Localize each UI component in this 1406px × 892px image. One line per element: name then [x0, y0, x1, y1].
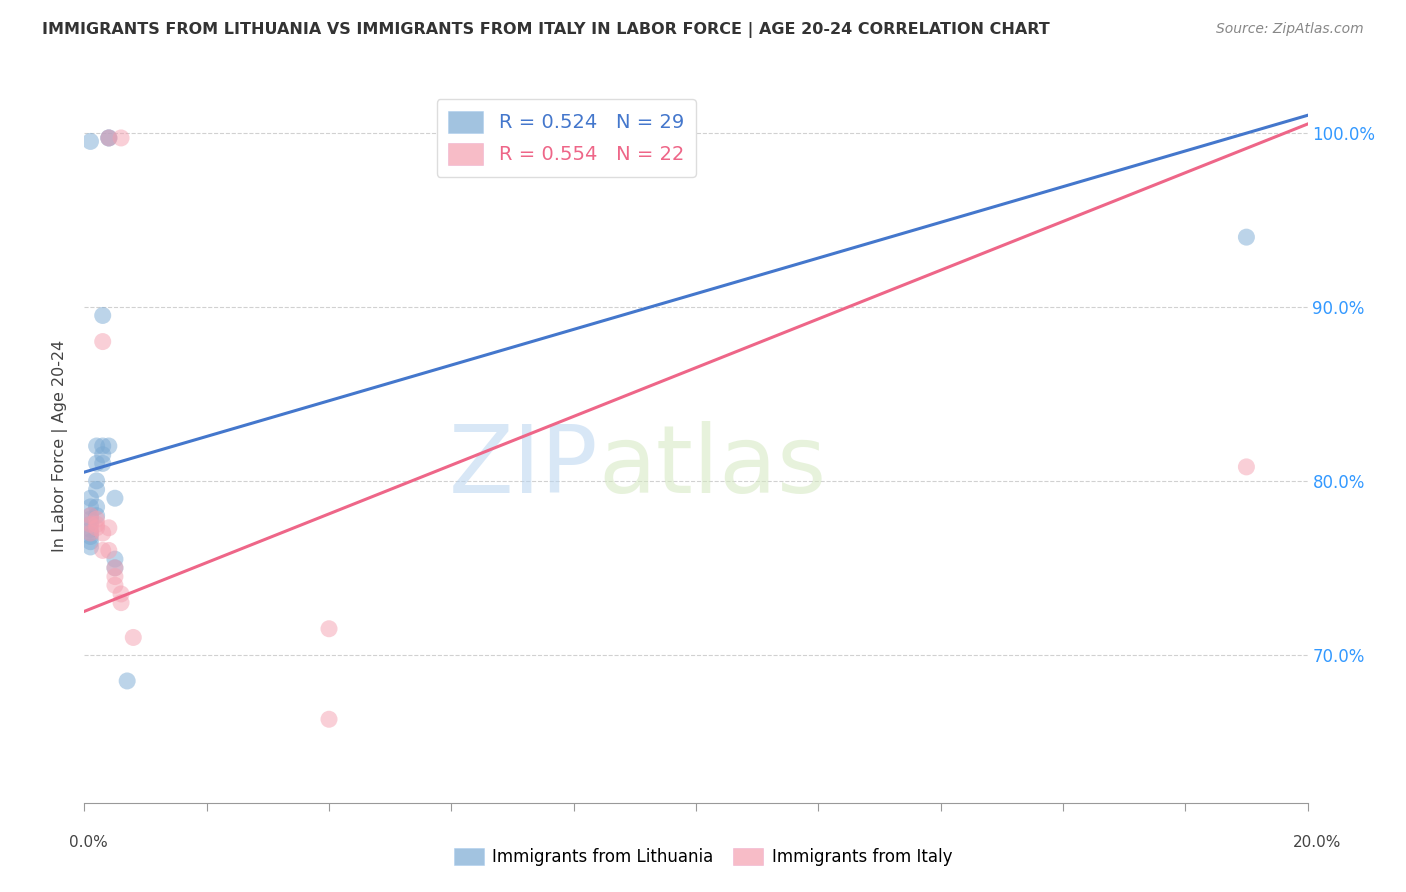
Legend: R = 0.524   N = 29, R = 0.554   N = 22: R = 0.524 N = 29, R = 0.554 N = 22 [437, 99, 696, 177]
Point [79, 517, 101, 532]
Point [104, 552, 127, 566]
Point [1236, 230, 1258, 244]
Point [97, 131, 120, 145]
Point [318, 622, 340, 636]
Point [91, 526, 114, 541]
Point [110, 596, 132, 610]
Point [79, 523, 101, 537]
Point [1236, 459, 1258, 474]
Point [91, 543, 114, 558]
Point [91, 448, 114, 462]
Point [79, 500, 101, 514]
Point [104, 578, 127, 592]
Point [110, 131, 132, 145]
Point [79, 526, 101, 541]
Point [91, 309, 114, 323]
Point [86, 457, 108, 471]
Text: Source: ZipAtlas.com: Source: ZipAtlas.com [1216, 22, 1364, 37]
Text: 20.0%: 20.0% [1294, 836, 1341, 850]
Point [97, 521, 120, 535]
Point [79, 508, 101, 523]
Point [79, 534, 101, 549]
Point [97, 131, 120, 145]
Point [97, 439, 120, 453]
Point [86, 508, 108, 523]
Point [79, 529, 101, 543]
Point [79, 508, 101, 523]
Point [86, 474, 108, 488]
Point [79, 540, 101, 554]
Point [79, 512, 101, 526]
Point [91, 457, 114, 471]
Point [104, 569, 127, 583]
Point [79, 526, 101, 541]
Point [86, 500, 108, 514]
Point [104, 491, 127, 506]
Text: IMMIGRANTS FROM LITHUANIA VS IMMIGRANTS FROM ITALY IN LABOR FORCE | AGE 20-24 CO: IMMIGRANTS FROM LITHUANIA VS IMMIGRANTS … [42, 22, 1050, 38]
Point [79, 517, 101, 532]
Legend: Immigrants from Lithuania, Immigrants from Italy: Immigrants from Lithuania, Immigrants fr… [447, 841, 959, 873]
Y-axis label: In Labor Force | Age 20-24: In Labor Force | Age 20-24 [52, 340, 69, 552]
Point [86, 512, 108, 526]
Text: atlas: atlas [598, 421, 827, 514]
Point [97, 543, 120, 558]
Point [97, 131, 120, 145]
Point [91, 439, 114, 453]
Text: ZIP: ZIP [449, 421, 598, 514]
Point [115, 673, 138, 688]
Point [86, 521, 108, 535]
Text: 0.0%: 0.0% [69, 836, 108, 850]
Point [104, 561, 127, 575]
Point [86, 439, 108, 453]
Point [122, 631, 145, 645]
Point [110, 587, 132, 601]
Point [104, 561, 127, 575]
Point [79, 135, 101, 149]
Point [79, 491, 101, 506]
Point [318, 712, 340, 726]
Point [91, 334, 114, 349]
Point [86, 517, 108, 532]
Point [86, 483, 108, 497]
